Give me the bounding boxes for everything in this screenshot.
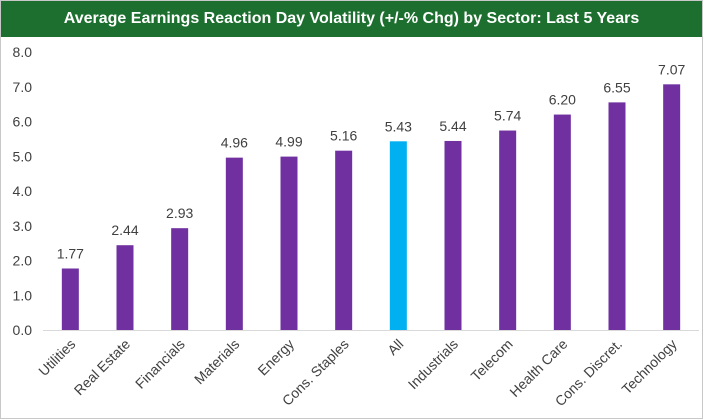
data-label: 2.44	[111, 222, 138, 238]
data-label: 7.07	[658, 61, 685, 77]
y-tick-label: 6.0	[13, 114, 33, 130]
bar	[444, 140, 462, 330]
data-label: 4.96	[221, 135, 248, 151]
bar	[389, 141, 407, 330]
bar	[61, 268, 79, 330]
x-tick-label: Energy	[254, 336, 297, 379]
data-label: 5.74	[494, 108, 521, 124]
bar	[171, 228, 189, 330]
bar	[608, 102, 626, 330]
bar	[280, 156, 298, 330]
chart-title: Average Earnings Reaction Day Volatility…	[63, 10, 640, 27]
y-tick-label: 8.0	[13, 44, 33, 60]
data-label: 1.77	[57, 245, 84, 261]
y-tick-label: 2.0	[13, 253, 33, 269]
bar	[663, 84, 681, 330]
x-tick-label: Materials	[191, 336, 242, 387]
y-tick-label: 5.0	[13, 148, 33, 164]
x-tick-label: Telecom	[468, 336, 516, 384]
bar	[335, 150, 353, 330]
bar	[116, 245, 134, 330]
bar	[553, 114, 571, 330]
data-label: 2.93	[166, 205, 193, 221]
x-tick-label: Technology	[618, 336, 679, 397]
data-label: 6.55	[603, 79, 630, 95]
y-tick-label: 7.0	[13, 79, 33, 95]
data-label: 6.20	[549, 92, 576, 108]
y-tick-label: 3.0	[13, 218, 33, 234]
x-tick-label: Utilities	[35, 336, 78, 379]
y-tick-label: 1.0	[13, 287, 33, 303]
bar	[499, 130, 517, 330]
x-tick-label: All	[384, 336, 406, 358]
data-label: 5.43	[385, 118, 412, 134]
y-tick-label: 4.0	[13, 183, 33, 199]
data-label: 5.16	[330, 128, 357, 144]
bar	[225, 157, 243, 330]
x-tick-label: Financials	[132, 336, 188, 392]
data-label: 5.44	[439, 118, 466, 134]
data-label: 4.99	[275, 134, 302, 150]
chart-title-bar: Average Earnings Reaction Day Volatility…	[1, 1, 702, 37]
y-tick-label: 0.0	[13, 322, 33, 338]
x-tick-label: Real Estate	[71, 336, 134, 399]
x-tick-label: Industrials	[405, 336, 461, 392]
